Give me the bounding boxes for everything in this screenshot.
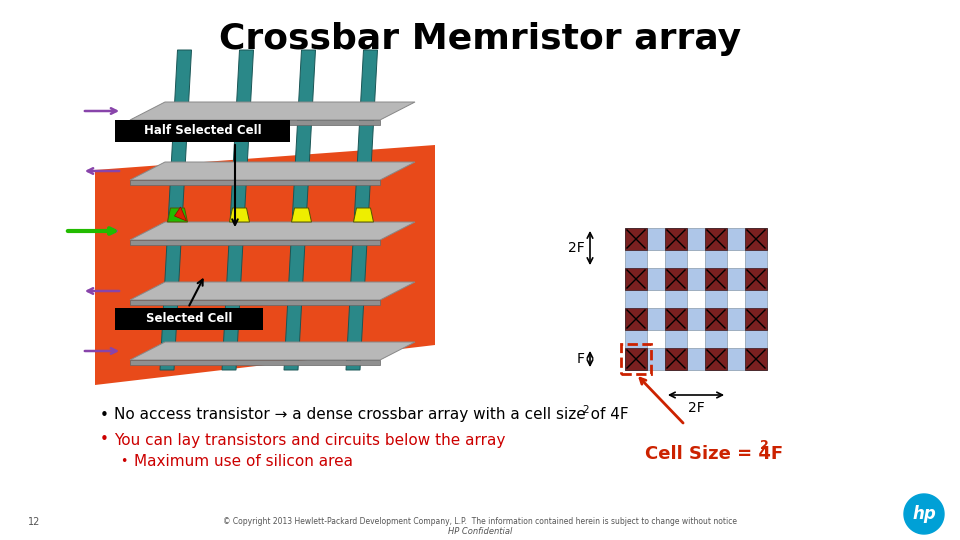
Polygon shape <box>130 222 415 240</box>
Polygon shape <box>346 50 377 370</box>
Text: 2: 2 <box>582 405 588 415</box>
Bar <box>705 268 727 290</box>
Polygon shape <box>353 208 373 222</box>
Bar <box>745 268 767 290</box>
Bar <box>665 228 687 370</box>
Bar <box>625 228 647 250</box>
Text: You can lay transistors and circuits below the array: You can lay transistors and circuits bel… <box>114 433 505 448</box>
Bar <box>625 348 647 370</box>
Polygon shape <box>130 162 415 180</box>
Text: Maximum use of silicon area: Maximum use of silicon area <box>134 455 353 469</box>
Polygon shape <box>160 50 191 370</box>
Polygon shape <box>130 240 380 245</box>
Bar <box>705 348 727 370</box>
Bar <box>665 308 687 330</box>
Bar <box>705 228 727 250</box>
Text: •: • <box>120 456 128 469</box>
Polygon shape <box>175 207 186 221</box>
Bar <box>745 348 767 370</box>
Text: Crossbar Memristor array: Crossbar Memristor array <box>219 22 741 56</box>
Polygon shape <box>130 180 380 185</box>
Bar <box>115 308 263 330</box>
Bar <box>625 268 767 290</box>
Text: © Copyright 2013 Hewlett-Packard Development Company, L.P.  The information cont: © Copyright 2013 Hewlett-Packard Develop… <box>223 517 737 526</box>
Text: 2F: 2F <box>687 401 705 415</box>
Polygon shape <box>167 208 187 222</box>
Bar <box>745 308 767 330</box>
Bar <box>115 120 290 142</box>
Bar <box>625 308 647 330</box>
Bar <box>625 308 767 330</box>
Bar <box>745 228 767 250</box>
Bar <box>665 228 687 250</box>
Text: No access transistor → a dense crossbar array with a cell size of 4F: No access transistor → a dense crossbar … <box>114 408 629 422</box>
Text: F: F <box>577 352 585 366</box>
Text: hp: hp <box>912 505 936 523</box>
Text: 2: 2 <box>760 439 769 452</box>
Polygon shape <box>95 145 435 385</box>
Bar <box>665 348 687 370</box>
Polygon shape <box>130 282 415 300</box>
Bar <box>621 344 651 374</box>
Bar <box>705 308 727 330</box>
Bar <box>665 268 687 290</box>
Text: HP Confidential: HP Confidential <box>447 528 513 537</box>
Bar <box>625 268 647 290</box>
Polygon shape <box>130 120 380 125</box>
Text: Half Selected Cell: Half Selected Cell <box>144 125 261 138</box>
Bar <box>705 228 727 370</box>
Polygon shape <box>130 102 415 120</box>
Text: •: • <box>100 408 108 422</box>
Text: Selected Cell: Selected Cell <box>146 313 232 326</box>
Polygon shape <box>904 494 944 534</box>
Text: 12: 12 <box>28 517 40 527</box>
Text: •: • <box>100 433 108 448</box>
Polygon shape <box>130 360 380 365</box>
Bar <box>625 228 647 370</box>
Polygon shape <box>284 50 316 370</box>
Bar <box>745 228 767 370</box>
Polygon shape <box>130 342 415 360</box>
Bar <box>625 228 767 250</box>
Bar <box>625 348 767 370</box>
Polygon shape <box>222 50 253 370</box>
Text: Cell Size = 4F: Cell Size = 4F <box>645 445 783 463</box>
Polygon shape <box>292 208 311 222</box>
Polygon shape <box>130 300 380 305</box>
Text: 2F: 2F <box>568 241 585 255</box>
Polygon shape <box>229 208 250 222</box>
